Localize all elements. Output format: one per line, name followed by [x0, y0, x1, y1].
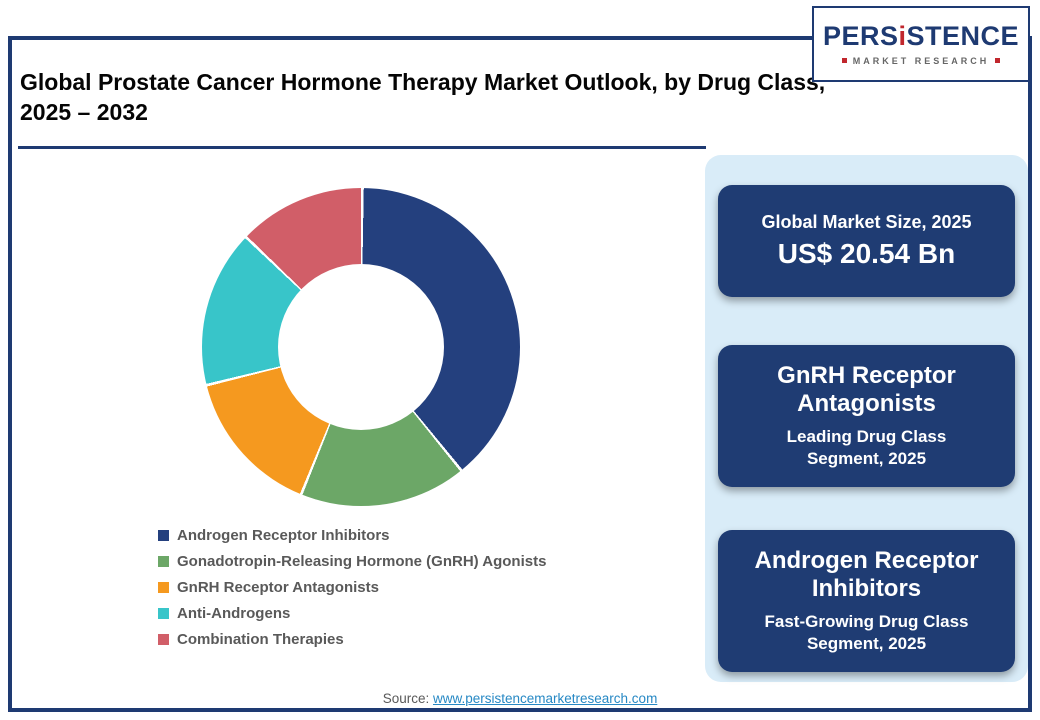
title-underline — [18, 146, 706, 149]
chart-legend: Androgen Receptor Inhibitors Gonadotropi… — [158, 527, 546, 648]
page-title: Global Prostate Cancer Hormone Therapy M… — [20, 69, 826, 125]
legend-label: Combination Therapies — [177, 631, 344, 648]
source-link[interactable]: www.persistencemarketresearch.com — [432, 691, 658, 706]
legend-item: Anti-Androgens — [158, 605, 546, 622]
legend-item: Combination Therapies — [158, 631, 546, 648]
fast-growing-segment-card: Androgen Receptor Inhibitors Fast-Growin… — [718, 530, 1015, 672]
donut-hole — [278, 264, 444, 430]
leading-segment-title: GnRH Receptor Antagonists — [777, 361, 956, 418]
legend-item: Androgen Receptor Inhibitors — [158, 527, 546, 544]
legend-swatch-teal — [158, 608, 169, 619]
market-size-title: Global Market Size, 2025 — [761, 212, 972, 232]
leading-segment-card: GnRH Receptor Antagonists Leading Drug C… — [718, 345, 1015, 487]
legend-swatch-navy — [158, 530, 169, 541]
logo-part3: STENCE — [906, 20, 1020, 51]
fast-growing-segment-title: Androgen Receptor Inhibitors — [754, 546, 979, 603]
logo-wordmark: PERSiSTENCE — [822, 20, 1020, 51]
legend-item: GnRH Receptor Antagonists — [158, 579, 546, 596]
legend-label: GnRH Receptor Antagonists — [177, 579, 379, 596]
market-size-value: US$ 20.54 Bn — [777, 238, 956, 269]
market-size-card: Global Market Size, 2025 US$ 20.54 Bn — [718, 185, 1015, 297]
donut-chart — [202, 188, 520, 506]
page-border-frame — [8, 36, 1032, 712]
source-label: Source: — [382, 691, 430, 706]
legend-label: Gonadotropin-Releasing Hormone (GnRH) Ag… — [177, 553, 547, 570]
legend-label: Anti-Androgens — [177, 605, 291, 622]
legend-swatch-red — [158, 634, 169, 645]
fast-growing-segment-subtitle: Fast-Growing Drug Class Segment, 2025 — [764, 612, 969, 654]
logo-subtitle: MARKET RESEARCH — [842, 56, 1001, 66]
company-logo: PERSiSTENCE MARKET RESEARCH — [812, 6, 1030, 82]
legend-swatch-orange — [158, 582, 169, 593]
highlights-panel: Global Market Size, 2025 US$ 20.54 Bn Gn… — [705, 155, 1028, 682]
legend-item: Gonadotropin-Releasing Hormone (GnRH) Ag… — [158, 553, 546, 570]
logo-part1: PERS — [822, 20, 899, 51]
logo-i-accent: i — [898, 20, 907, 51]
legend-label: Androgen Receptor Inhibitors — [177, 527, 390, 544]
source-line: Source: www.persistencemarketresearch.co… — [0, 691, 1040, 706]
leading-segment-subtitle: Leading Drug Class Segment, 2025 — [786, 427, 947, 469]
legend-swatch-green — [158, 556, 169, 567]
